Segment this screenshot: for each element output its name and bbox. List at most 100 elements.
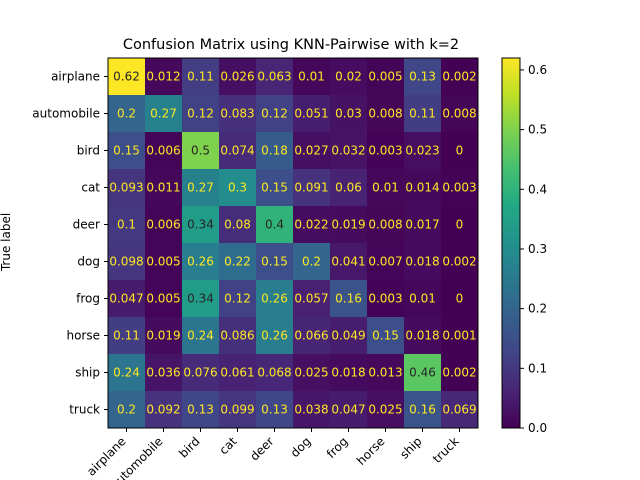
cell-value-label: 0.1	[117, 218, 136, 232]
heatmap-cell	[145, 206, 183, 244]
heatmap-cell	[330, 280, 368, 318]
cell-value-label: 0.066	[294, 329, 328, 343]
cell-value-label: 0.083	[220, 107, 254, 121]
colorbar-tick-label: 0.0	[528, 421, 547, 435]
heatmap-cell	[219, 206, 257, 244]
cell-value-label: 0.003	[368, 144, 402, 158]
heatmap-cell	[108, 280, 146, 318]
heatmap-cell	[404, 354, 442, 392]
cell-value-label: 0.24	[187, 329, 214, 343]
cell-value-label: 0.46	[409, 366, 436, 380]
cell-value-label: 0	[456, 218, 464, 232]
heatmap-cell	[256, 391, 294, 429]
heatmap-cell	[219, 58, 257, 96]
cell-value-label: 0.068	[257, 366, 291, 380]
heatmap-cell	[293, 58, 331, 96]
cell-value-label: 0.4	[265, 218, 284, 232]
heatmap-cell	[182, 391, 220, 429]
heatmap-cell	[145, 95, 183, 133]
heatmap-cell	[367, 58, 405, 96]
heatmap-cell	[367, 169, 405, 207]
heatmap-cell	[367, 317, 405, 355]
y-tick-label: frog	[76, 292, 100, 306]
x-tick-label: cat	[217, 434, 240, 457]
x-tick-label: frog	[324, 434, 351, 461]
heatmap-cell	[256, 58, 294, 96]
cell-value-label: 0.017	[405, 218, 439, 232]
heatmap-cell	[145, 317, 183, 355]
heatmap-cell	[293, 132, 331, 170]
colorbar-ticks: 0.0 0.1 0.2 0.3 0.4 0.5 0.6	[520, 63, 547, 435]
heatmap-cell	[256, 206, 294, 244]
heatmap-cell	[219, 169, 257, 207]
heatmap-cell	[330, 169, 368, 207]
cell-value-label: 0	[456, 144, 464, 158]
cell-value-label: 0.019	[146, 329, 180, 343]
cell-value-label: 0.11	[187, 70, 214, 84]
cell-value-label: 0.01	[298, 70, 325, 84]
heatmap-cell	[182, 132, 220, 170]
heatmap-cell	[256, 317, 294, 355]
colorbar-tick-label: 0.5	[528, 123, 547, 137]
heatmap-cell	[108, 169, 146, 207]
heatmap-cell	[108, 132, 146, 170]
cell-value-label: 0.038	[294, 403, 328, 417]
heatmap-cell	[145, 280, 183, 318]
cell-value-label: 0.098	[109, 255, 143, 269]
cell-value-label: 0.15	[261, 255, 288, 269]
cell-value-label: 0.002	[442, 255, 476, 269]
cell-value-label: 0.12	[224, 292, 251, 306]
heatmap-cell	[256, 354, 294, 392]
y-tick-label: truck	[69, 403, 100, 417]
heatmap-cell	[367, 243, 405, 281]
cell-value-label: 0.006	[146, 144, 180, 158]
cell-value-label: 0.16	[409, 403, 436, 417]
x-tick-label: dog	[288, 434, 314, 460]
cell-value-label: 0.01	[409, 292, 436, 306]
cell-value-label: 0.26	[261, 292, 288, 306]
cell-value-label: 0.02	[335, 70, 362, 84]
cell-value-label: 0.027	[294, 144, 328, 158]
cell-value-label: 0.002	[442, 366, 476, 380]
heatmap-cell	[441, 206, 479, 244]
x-tick-label: deer	[247, 434, 276, 463]
colorbar-tick-label: 0.2	[528, 302, 547, 316]
heatmap-cells	[108, 58, 479, 429]
heatmap-cell	[404, 169, 442, 207]
heatmap-cell	[441, 243, 479, 281]
cell-value-label: 0.34	[187, 218, 214, 232]
x-tick-label: truck	[430, 434, 462, 466]
heatmap-cell	[404, 132, 442, 170]
heatmap-cell	[293, 391, 331, 429]
heatmap-cell	[182, 317, 220, 355]
cell-value-label: 0.093	[109, 181, 143, 195]
heatmap-cell	[256, 132, 294, 170]
cell-value-label: 0.62	[113, 70, 140, 84]
cell-value-label: 0.057	[294, 292, 328, 306]
cell-value-label: 0.047	[331, 403, 365, 417]
heatmap-cell	[293, 354, 331, 392]
cell-value-label: 0.014	[405, 181, 439, 195]
cell-value-label: 0.15	[372, 329, 399, 343]
heatmap-cell	[441, 354, 479, 392]
heatmap-cell	[293, 280, 331, 318]
heatmap-cell	[404, 280, 442, 318]
x-tick-label: bird	[176, 434, 202, 460]
cell-value-label: 0.019	[331, 218, 365, 232]
y-tick-label: deer	[73, 218, 100, 232]
cell-value-label: 0.06	[335, 181, 362, 195]
y-tick-label: cat	[81, 181, 100, 195]
cell-value-label: 0	[456, 292, 464, 306]
cell-value-label: 0.086	[220, 329, 254, 343]
cell-value-label: 0.26	[261, 329, 288, 343]
cell-value-label: 0.074	[220, 144, 254, 158]
colorbar-tick-label: 0.4	[528, 182, 547, 196]
heatmap-cell	[256, 95, 294, 133]
heatmap-cell	[441, 132, 479, 170]
heatmap-cell	[367, 354, 405, 392]
x-tick-label: ship	[397, 434, 424, 461]
heatmap-cell	[293, 206, 331, 244]
heatmap-cell	[441, 391, 479, 429]
